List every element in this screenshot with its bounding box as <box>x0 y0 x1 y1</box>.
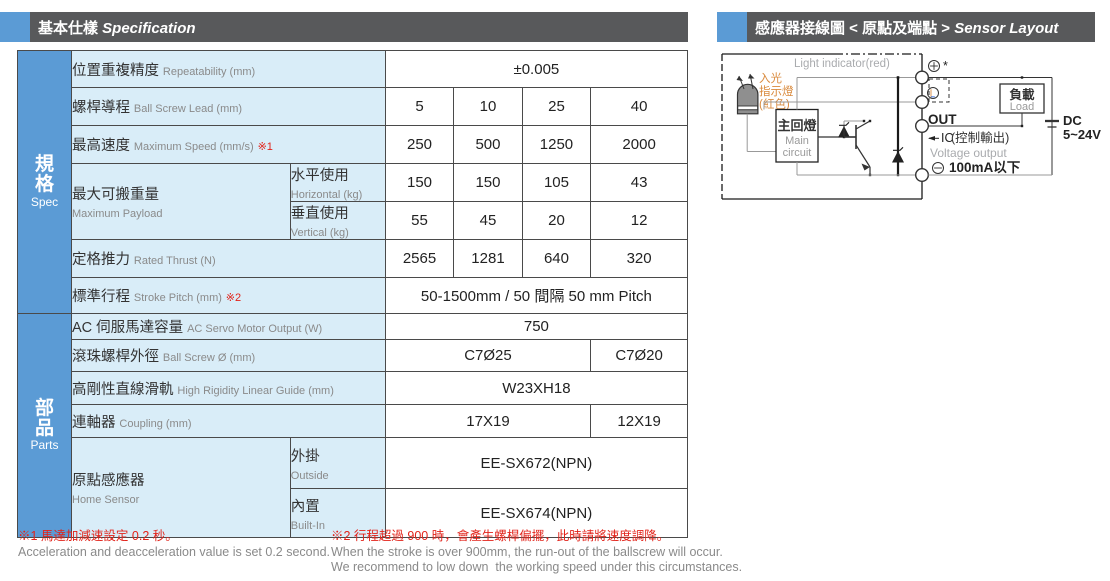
svg-text:負載: 負載 <box>1009 87 1035 102</box>
svg-text:Load: Load <box>1010 101 1034 113</box>
svg-text:入光: 入光 <box>759 71 782 85</box>
svg-text:(控制輸出): (控制輸出) <box>951 130 1009 145</box>
svg-text:指示燈: 指示燈 <box>759 84 794 98</box>
svg-text:OUT: OUT <box>928 112 957 127</box>
svg-text:DC: DC <box>1063 113 1082 128</box>
svg-text:*: * <box>943 59 948 73</box>
svg-text:circuit: circuit <box>783 147 812 159</box>
svg-text:Light indicator(red): Light indicator(red) <box>794 58 890 70</box>
svg-text:5~24V: 5~24V <box>1063 127 1101 142</box>
svg-text:Main: Main <box>785 135 809 147</box>
svg-text:Voltage output: Voltage output <box>930 146 1007 160</box>
svg-text:主回燈: 主回燈 <box>777 118 817 133</box>
svg-text:100mA以下: 100mA以下 <box>949 160 1021 175</box>
